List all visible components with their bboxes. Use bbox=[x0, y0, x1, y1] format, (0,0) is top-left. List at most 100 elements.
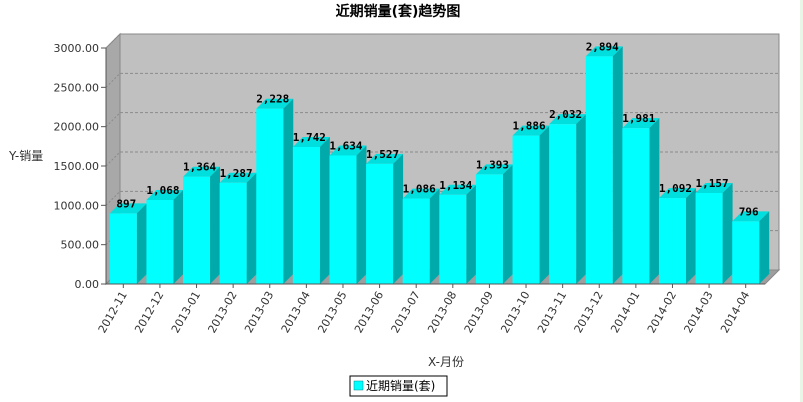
bar bbox=[256, 98, 294, 284]
gridline-side bbox=[105, 151, 121, 167]
bar-top bbox=[622, 118, 660, 129]
x-tick-label: 2013-05 bbox=[315, 289, 349, 335]
x-tick-label: 2013-04 bbox=[279, 289, 313, 335]
bar-value-label: 1,886 bbox=[512, 120, 545, 133]
window-edge bbox=[800, 0, 803, 402]
bar-side bbox=[356, 145, 367, 284]
bar bbox=[402, 188, 440, 284]
bar-top bbox=[549, 114, 587, 125]
bar bbox=[475, 164, 513, 284]
bar-front bbox=[622, 128, 650, 284]
bar-top bbox=[475, 164, 513, 175]
bar-front bbox=[146, 199, 174, 284]
bar-value-label: 1,527 bbox=[366, 148, 399, 161]
bar-top bbox=[366, 153, 404, 164]
bar-side bbox=[539, 125, 550, 284]
bar bbox=[183, 166, 221, 284]
bar-side bbox=[429, 188, 440, 284]
bar-value-label: 1,086 bbox=[403, 183, 436, 196]
x-tick-label: 2014-03 bbox=[681, 289, 715, 335]
bar-top bbox=[329, 145, 367, 156]
bar-top bbox=[292, 136, 330, 147]
x-tick-label: 2013-09 bbox=[462, 289, 496, 335]
y-tick-label: 1500.00 bbox=[54, 160, 100, 173]
bar bbox=[329, 145, 367, 284]
bar-front bbox=[549, 124, 577, 285]
bar bbox=[695, 182, 733, 284]
bar-value-label: 2,894 bbox=[586, 40, 619, 53]
bar-value-label: 897 bbox=[116, 197, 136, 210]
bar-front bbox=[329, 155, 357, 284]
y-axis: 0.00 500.00 1000.00 1500.00 2000.00 2500.00 30… bbox=[54, 42, 765, 291]
y-tick-label: 2500.00 bbox=[54, 81, 100, 94]
bar bbox=[585, 46, 623, 284]
bar-value-label: 2,032 bbox=[549, 108, 582, 121]
bar-side bbox=[173, 189, 184, 284]
x-tick-label: 2013-06 bbox=[352, 289, 386, 335]
bar-side bbox=[319, 136, 330, 284]
bar-front bbox=[366, 163, 394, 284]
x-axis: 2012-11 2012-12 2013-01 2013-02 2013-03 2013-… bbox=[96, 284, 752, 335]
bar bbox=[512, 125, 550, 284]
bar-top bbox=[219, 172, 257, 183]
x-tick-label: 2012-11 bbox=[96, 289, 130, 335]
y-tick-label: 1000.00 bbox=[54, 199, 100, 212]
chart-title: 近期销量(套)趋势图 bbox=[336, 3, 461, 20]
bar-value-label: 1,634 bbox=[329, 139, 362, 152]
bar-value-label: 1,364 bbox=[183, 161, 216, 174]
bar-top bbox=[585, 46, 623, 57]
x-tick-label: 2014-04 bbox=[718, 289, 752, 335]
bar-front bbox=[292, 146, 320, 284]
bar-front bbox=[402, 198, 430, 284]
bar bbox=[146, 189, 184, 284]
x-tick-label: 2013-08 bbox=[425, 289, 459, 335]
gridline-side bbox=[105, 72, 121, 88]
bar-top bbox=[512, 125, 550, 136]
bar-side bbox=[466, 184, 477, 284]
y-tick-label: 500.00 bbox=[61, 239, 100, 252]
x-tick-label: 2014-02 bbox=[645, 289, 679, 335]
bar-front bbox=[585, 56, 613, 284]
bar-side bbox=[210, 166, 221, 284]
bar bbox=[658, 188, 696, 284]
bar-top bbox=[256, 98, 294, 109]
bar-value-label: 2,228 bbox=[256, 93, 289, 106]
bar bbox=[732, 211, 770, 284]
bar-value-label: 1,134 bbox=[439, 179, 472, 192]
bar-top bbox=[183, 166, 221, 177]
x-tick-label: 2013-01 bbox=[169, 289, 203, 335]
bar bbox=[549, 114, 587, 285]
bar-side bbox=[502, 164, 513, 284]
x-tick-label: 2014-01 bbox=[608, 289, 642, 335]
bar-side bbox=[283, 98, 294, 284]
gridline-side bbox=[105, 190, 121, 206]
bar-top bbox=[732, 211, 770, 222]
bar-front bbox=[439, 194, 467, 284]
legend-swatch bbox=[353, 380, 364, 391]
bars bbox=[109, 46, 770, 285]
x-tick-label: 2013-07 bbox=[389, 289, 423, 335]
bar-front bbox=[732, 221, 760, 284]
bar-side bbox=[576, 114, 587, 285]
bar-side bbox=[649, 118, 660, 284]
bar-top bbox=[402, 188, 440, 199]
bar-side bbox=[759, 211, 770, 284]
bar-value-label: 1,092 bbox=[659, 182, 692, 195]
bar-front bbox=[512, 135, 540, 284]
bar bbox=[622, 118, 660, 284]
bar-front bbox=[109, 213, 137, 284]
y-tick-label: 3000.00 bbox=[54, 42, 100, 55]
bar-value-label: 1,068 bbox=[146, 184, 179, 197]
bar bbox=[292, 136, 330, 284]
y-tick-label: 2000.00 bbox=[54, 121, 100, 134]
bar-side bbox=[136, 203, 147, 284]
x-tick-label: 2013-11 bbox=[535, 289, 569, 335]
bar-front bbox=[695, 192, 723, 284]
x-tick-label: 2013-03 bbox=[242, 289, 276, 335]
bar-side bbox=[685, 188, 696, 284]
x-tick-label: 2013-12 bbox=[572, 289, 606, 335]
gridline-side bbox=[105, 112, 121, 128]
bar-front bbox=[183, 176, 211, 284]
